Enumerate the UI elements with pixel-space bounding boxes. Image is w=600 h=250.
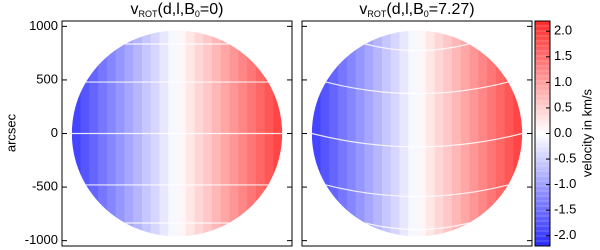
- velocity-strip: [408, 30, 418, 237]
- velocity-strip: [355, 30, 365, 237]
- velocity-strip: [320, 30, 330, 237]
- latitude-line: [365, 222, 469, 231]
- colorbar-tick-label: -1.5: [554, 202, 576, 217]
- velocity-strip: [425, 30, 435, 237]
- y-tick-label: 1000: [29, 18, 58, 33]
- disk: [71, 30, 283, 237]
- colorbar-tick-label: 1.5: [554, 48, 572, 63]
- velocity-strip: [495, 30, 506, 237]
- velocity-strip: [443, 30, 453, 237]
- colorbar-label: velocity in km/s: [579, 88, 594, 177]
- colorbar-tick-label: -0.5: [554, 151, 576, 166]
- y-tick-label: -1000: [25, 232, 58, 247]
- colorbar: [535, 21, 550, 246]
- colorbar-tick-label: 2.0: [554, 23, 572, 38]
- panel-title: vROT(d,l,B0=7.27): [359, 1, 474, 19]
- y-tick-label: -500: [32, 179, 58, 194]
- velocity-strip: [346, 30, 357, 237]
- velocity-strip: [311, 30, 322, 237]
- y-tick-label: 0: [51, 125, 58, 140]
- velocity-strip: [434, 30, 444, 237]
- title-part: (d,l,B: [158, 1, 195, 18]
- latitude-line: [311, 132, 523, 148]
- colorbar-tick-label: 1.0: [554, 74, 572, 89]
- y-tick-label: 500: [36, 71, 58, 86]
- y-axis-label: arcsec: [3, 113, 18, 152]
- velocity-strip: [417, 30, 427, 237]
- velocity-strip: [469, 30, 479, 237]
- latitude-line: [365, 43, 469, 52]
- velocity-strip: [487, 30, 497, 237]
- velocity-strip: [390, 30, 400, 237]
- title-part: 0: [424, 9, 429, 19]
- latitude-line: [325, 184, 509, 198]
- velocity-strip: [364, 30, 374, 237]
- title-part: =0): [200, 1, 224, 18]
- title-part: ROT: [367, 9, 387, 19]
- title-part: v: [131, 1, 139, 18]
- disk: [311, 30, 523, 237]
- velocity-strip: [513, 30, 523, 237]
- panel-title: vROT(d,l,B0=0): [131, 1, 224, 19]
- velocity-strip: [452, 30, 462, 237]
- velocity-strip: [373, 30, 383, 237]
- colorbar-tick-label: 0.5: [554, 99, 572, 114]
- title-part: =7.27): [429, 1, 475, 18]
- title-part: (d,l,B: [386, 1, 423, 18]
- velocity-strip: [399, 30, 409, 237]
- velocity-strip: [460, 30, 470, 237]
- velocity-strip: [329, 30, 339, 237]
- velocity-strip: [504, 30, 514, 237]
- colorbar-tick-label: -2.0: [554, 227, 576, 242]
- velocity-strip: [381, 30, 392, 237]
- colorbar-tick-label: 0.0: [554, 125, 572, 140]
- velocity-strip: [478, 30, 488, 237]
- title-part: ROT: [139, 9, 159, 19]
- velocity-strip: [338, 30, 348, 237]
- colorbar-tick-label: -1.0: [554, 176, 576, 191]
- latitude-line: [325, 81, 509, 95]
- title-part: v: [359, 1, 367, 18]
- title-part: 0: [195, 9, 200, 19]
